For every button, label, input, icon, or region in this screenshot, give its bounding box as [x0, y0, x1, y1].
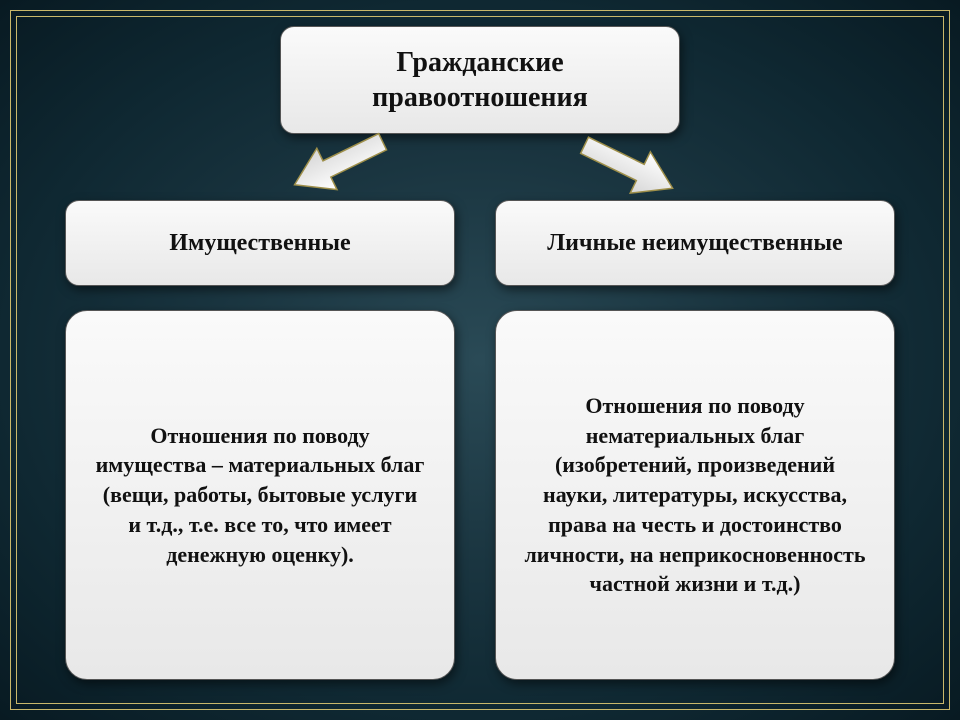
- root-title-box: Гражданские правоотношения: [280, 26, 680, 134]
- description-text-left: Отношения по поводу имущества – материал…: [94, 421, 426, 569]
- category-box-right: Личные неимущественные: [495, 200, 895, 286]
- description-text-right: Отношения по поводу нематериальных благ …: [524, 391, 866, 599]
- root-title-text: Гражданские правоотношения: [301, 45, 659, 115]
- description-box-left: Отношения по поводу имущества – материал…: [65, 310, 455, 680]
- category-box-left: Имущественные: [65, 200, 455, 286]
- category-label-left: Имущественные: [169, 230, 350, 257]
- category-label-right: Личные неимущественные: [547, 230, 842, 257]
- description-box-right: Отношения по поводу нематериальных благ …: [495, 310, 895, 680]
